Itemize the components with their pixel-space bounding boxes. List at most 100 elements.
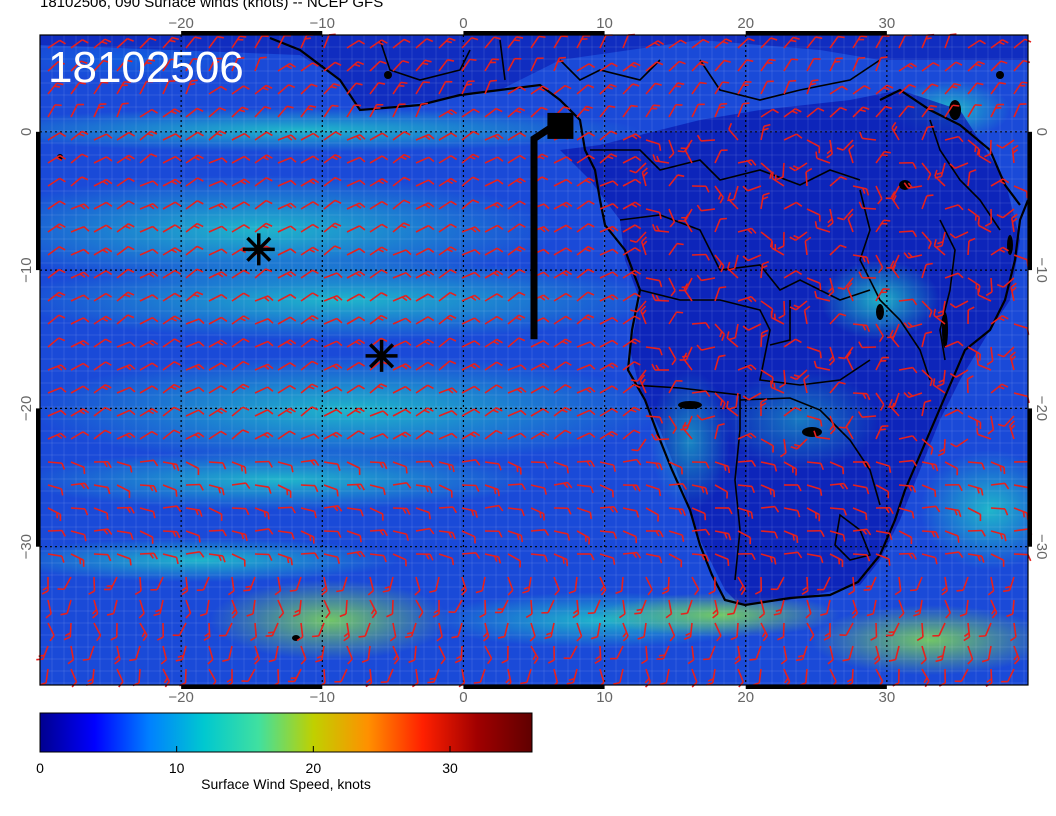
wind-barb bbox=[254, 295, 274, 302]
wind-barb bbox=[714, 286, 727, 302]
wind-barb bbox=[139, 130, 158, 141]
wind-barb bbox=[461, 36, 479, 49]
wind-barb bbox=[645, 40, 665, 49]
wind-barb bbox=[277, 105, 294, 118]
wind-barb bbox=[254, 35, 269, 49]
wind-barb bbox=[254, 56, 267, 72]
wind-barb bbox=[484, 79, 497, 95]
wind-barb bbox=[208, 271, 228, 279]
wind-barb bbox=[726, 261, 739, 279]
wind-barb bbox=[898, 105, 915, 118]
wind-barb bbox=[254, 84, 273, 95]
wind-barb bbox=[936, 300, 946, 318]
wind-barb bbox=[208, 57, 223, 72]
wind-barb bbox=[116, 102, 129, 118]
wind-barb bbox=[898, 62, 917, 72]
wind-barb bbox=[599, 294, 619, 302]
wind-barb bbox=[484, 58, 499, 72]
wind-barb bbox=[162, 247, 182, 256]
wind-barb bbox=[967, 169, 977, 187]
wind-barb bbox=[323, 199, 342, 210]
wind-barb bbox=[622, 224, 642, 233]
wind-barb bbox=[116, 177, 135, 187]
wind-barb bbox=[415, 179, 435, 187]
wind-barb bbox=[277, 316, 297, 325]
wind-barb bbox=[875, 56, 888, 72]
wind-barb bbox=[599, 105, 616, 118]
wind-barb bbox=[507, 268, 526, 279]
wind-barb bbox=[185, 222, 204, 233]
wind-barb bbox=[691, 81, 707, 95]
wind-barb bbox=[369, 314, 388, 325]
wind-barb bbox=[507, 200, 526, 210]
wind-barb bbox=[827, 208, 834, 228]
wind-barb bbox=[651, 223, 670, 233]
coastlines bbox=[269, 36, 1028, 607]
wind-barb bbox=[185, 318, 205, 325]
wind-barb bbox=[651, 293, 670, 302]
wind-barb bbox=[891, 121, 900, 141]
wind-barb bbox=[208, 225, 228, 233]
wind-barb bbox=[369, 39, 388, 49]
wind-barb bbox=[300, 315, 319, 325]
wind-barb bbox=[415, 224, 435, 233]
wind-barb bbox=[783, 133, 803, 141]
colorbar-tick-label: 20 bbox=[306, 760, 322, 776]
wind-barb bbox=[898, 230, 918, 238]
wind-barb bbox=[139, 203, 159, 210]
wind-barb bbox=[836, 139, 854, 151]
wind-barb bbox=[553, 178, 573, 187]
wind-barb bbox=[162, 201, 182, 210]
wind-barb bbox=[629, 162, 647, 174]
wind-barb bbox=[826, 139, 833, 159]
wind-barb bbox=[599, 248, 619, 256]
wind-barb bbox=[484, 247, 504, 256]
wind-barb bbox=[369, 292, 388, 302]
wind-barb bbox=[415, 247, 435, 256]
wind-barb bbox=[484, 293, 504, 302]
wind-barb bbox=[921, 125, 935, 141]
wind-barb bbox=[553, 292, 573, 302]
wind-barb bbox=[185, 58, 200, 72]
wind-barb bbox=[438, 177, 458, 187]
wind-barb bbox=[277, 134, 297, 141]
wind-barb bbox=[645, 104, 661, 118]
wind-barb bbox=[967, 60, 985, 72]
wind-barb bbox=[93, 224, 113, 233]
wind-barb bbox=[346, 82, 363, 95]
wind-barb bbox=[949, 300, 969, 309]
wind-barb bbox=[507, 223, 526, 233]
wind-barb bbox=[921, 104, 937, 118]
wind-barb bbox=[392, 59, 410, 72]
wind-barb bbox=[323, 82, 341, 95]
wind-barb bbox=[415, 59, 432, 72]
wind-barb bbox=[208, 130, 227, 141]
wind-barb bbox=[346, 247, 366, 256]
wind-barb bbox=[231, 224, 251, 233]
wind-barb bbox=[461, 199, 480, 210]
wind-barb bbox=[300, 83, 318, 95]
wind-barb bbox=[461, 271, 481, 279]
wind-barb bbox=[70, 294, 90, 302]
wind-barb bbox=[852, 35, 868, 49]
wind-barb bbox=[162, 108, 181, 118]
graticule bbox=[40, 35, 1028, 685]
wind-barb bbox=[47, 246, 66, 256]
wind-barb bbox=[47, 291, 66, 302]
wind-barb bbox=[346, 39, 366, 49]
wind-barb bbox=[622, 61, 641, 72]
wind-barb bbox=[622, 269, 642, 279]
wind-barb bbox=[231, 269, 250, 279]
wind-barb bbox=[392, 103, 406, 118]
wind-barb bbox=[70, 103, 85, 118]
wind-barb bbox=[728, 122, 739, 141]
wind-barb bbox=[760, 108, 779, 118]
wind-barb bbox=[139, 225, 159, 233]
wind-barb bbox=[346, 316, 366, 325]
wind-barb bbox=[461, 130, 480, 141]
wind-barb bbox=[461, 58, 477, 72]
wind-barb bbox=[806, 107, 825, 118]
wind-barb bbox=[47, 154, 67, 164]
wind-barb bbox=[760, 192, 770, 210]
wind-barb bbox=[254, 177, 273, 187]
